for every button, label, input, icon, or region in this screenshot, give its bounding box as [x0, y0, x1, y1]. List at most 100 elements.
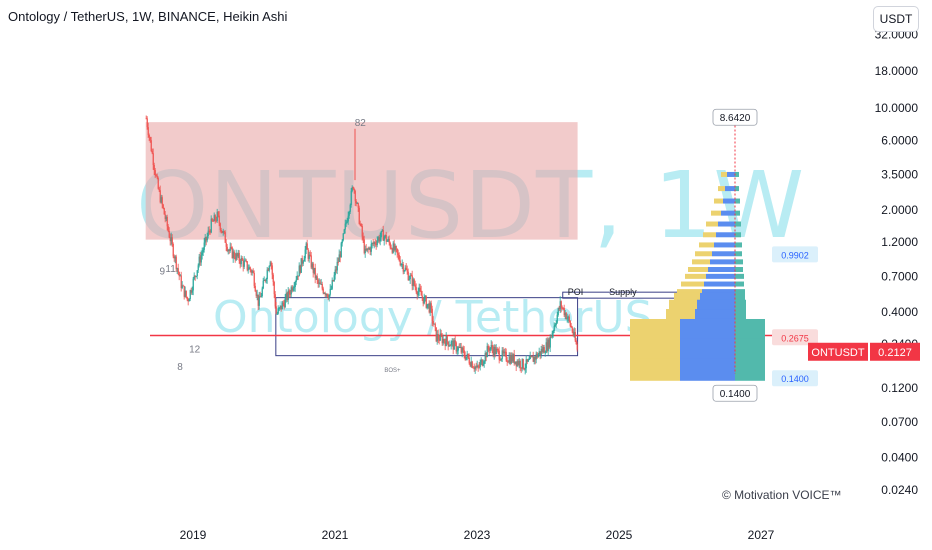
- candle-body: [503, 351, 505, 354]
- candle-body: [158, 188, 160, 191]
- candle-body: [161, 197, 163, 205]
- candle-body: [237, 252, 239, 257]
- candle-body: [326, 293, 328, 297]
- candle-body: [553, 326, 555, 332]
- candle-body: [267, 269, 269, 271]
- candle-body: [191, 290, 193, 293]
- candle-body: [520, 367, 522, 369]
- candle-body: [150, 140, 152, 152]
- candle-body: [542, 347, 544, 352]
- candle-body: [504, 351, 506, 353]
- candle-body: [398, 254, 400, 261]
- candle-body: [506, 360, 508, 362]
- candle-body: [418, 287, 420, 292]
- vp-row-green: [735, 299, 746, 312]
- candle-body: [351, 187, 353, 191]
- candle-body: [192, 278, 194, 291]
- candle-body: [344, 223, 346, 230]
- candle-body: [147, 127, 149, 135]
- y-tick-6: 1.2000: [881, 235, 918, 249]
- candle-body: [523, 368, 525, 370]
- candle-body: [390, 247, 392, 249]
- candle-body: [399, 260, 401, 266]
- candle-body: [515, 361, 517, 367]
- vp-row-blue: [704, 281, 735, 287]
- candle-body: [238, 252, 240, 261]
- candle-body: [335, 269, 337, 271]
- candle-body: [187, 299, 189, 302]
- candle-body: [546, 342, 548, 351]
- candle-body: [160, 197, 162, 203]
- candle-body: [222, 231, 224, 233]
- candle-body: [447, 341, 449, 347]
- candle-body: [404, 267, 406, 271]
- vp-row-green: [735, 198, 740, 204]
- candle-body: [360, 223, 362, 226]
- candle-body: [455, 342, 457, 352]
- candle-body: [381, 229, 383, 232]
- candle-body: [417, 291, 419, 296]
- candle-body: [272, 274, 274, 283]
- vp-row-green: [735, 242, 742, 248]
- y-tick-4: 3.5000: [881, 167, 918, 181]
- candle-body: [201, 252, 203, 256]
- candle-body: [253, 272, 255, 286]
- candle-body: [556, 314, 558, 323]
- vp-row-blue: [695, 309, 735, 322]
- vp-row-green: [735, 358, 765, 381]
- candle-body: [449, 345, 451, 347]
- y-tick-10: 0.1200: [881, 381, 918, 395]
- candle-body: [261, 288, 263, 297]
- candle-body: [471, 361, 473, 368]
- y-tick-12: 0.0400: [881, 451, 918, 465]
- candle-body: [536, 353, 538, 358]
- candle-body: [206, 235, 208, 241]
- candle-body: [385, 234, 387, 242]
- candle-body: [338, 254, 340, 262]
- candle-body: [562, 307, 564, 309]
- candle-body: [540, 349, 542, 355]
- candle-body: [528, 359, 530, 361]
- candle-body: [423, 296, 425, 304]
- candle-body: [194, 275, 196, 277]
- vp-row-blue: [697, 299, 735, 312]
- candle-body: [146, 118, 148, 128]
- candle-body: [412, 279, 414, 286]
- candle-body: [325, 293, 327, 295]
- vp-row-blue: [680, 338, 735, 361]
- candle-body: [145, 118, 147, 120]
- candle-body: [463, 350, 465, 356]
- candle-body: [302, 261, 304, 264]
- candle-body: [484, 353, 486, 362]
- candle-body: [368, 248, 370, 250]
- candle-body: [281, 302, 283, 310]
- currency-button[interactable]: USDT: [873, 6, 919, 32]
- candle-body: [387, 238, 389, 241]
- candle-body: [509, 356, 511, 364]
- candle-body: [436, 334, 438, 342]
- candle-body: [402, 264, 404, 272]
- candle-body: [166, 216, 168, 227]
- candle-body: [169, 237, 171, 242]
- candle-body: [494, 347, 496, 355]
- candle-body: [375, 244, 377, 246]
- candle-body: [522, 359, 524, 369]
- candle-body: [489, 347, 491, 351]
- candle-body: [347, 215, 349, 222]
- vp-row-green: [735, 232, 741, 238]
- candle-body: [152, 153, 154, 166]
- candle-body: [468, 357, 470, 364]
- candle-body: [312, 263, 314, 273]
- candle-body: [148, 134, 150, 138]
- candle-body: [292, 288, 294, 291]
- candle-body: [548, 339, 550, 348]
- candle-body: [342, 233, 344, 241]
- candle-body: [575, 340, 577, 345]
- candle-body: [262, 280, 264, 289]
- candle-body: [214, 215, 216, 221]
- candle-body: [223, 231, 225, 233]
- candle-body: [415, 287, 417, 293]
- candle-body: [543, 347, 545, 353]
- vp-row-green: [735, 318, 765, 341]
